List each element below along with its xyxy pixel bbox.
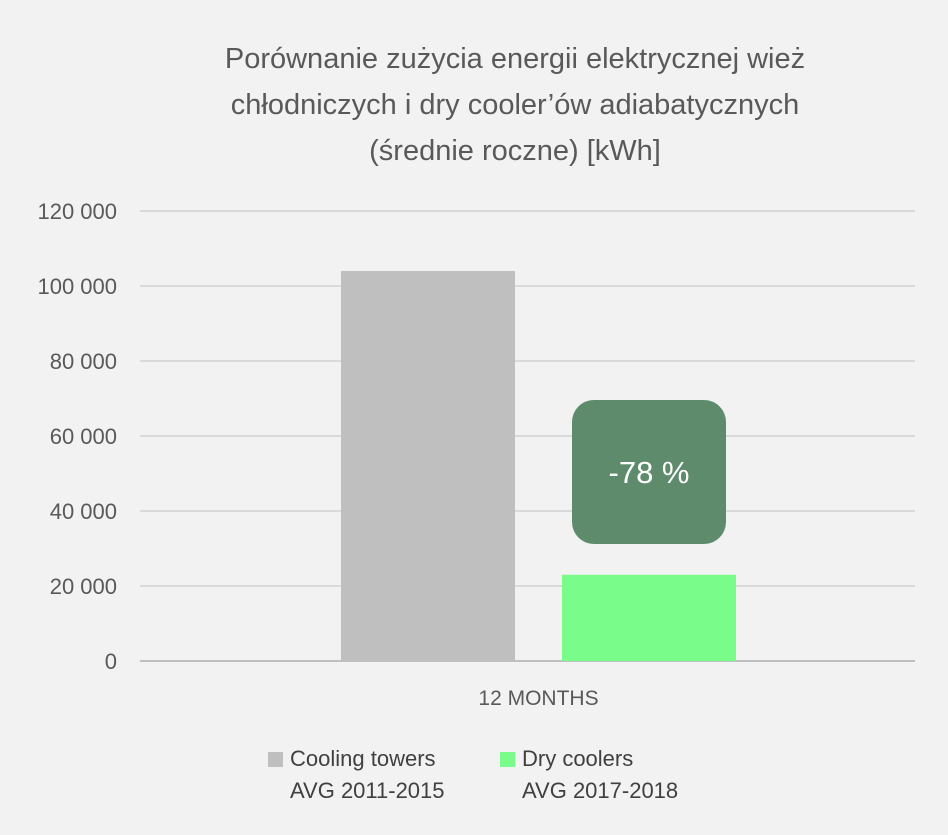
bar-cooling-towers [341, 271, 515, 661]
x-category-label: 12 MONTHS [478, 687, 598, 710]
y-tick-label: 80 000 [50, 349, 117, 374]
y-tick-label: 60 000 [50, 424, 117, 449]
annotation-label: -78 % [609, 455, 690, 490]
y-tick-label: 0 [105, 649, 117, 674]
annotation-box [572, 400, 726, 544]
legend-label-dry-coolers: Dry coolers [522, 746, 634, 771]
chart-title: Porównanie zużycia energii elektrycznej … [130, 36, 900, 174]
legend-swatch-cooling-towers [268, 752, 283, 767]
y-tick-label: 100 000 [37, 274, 117, 299]
legend-swatch-dry-coolers [500, 752, 515, 767]
legend-label-cooling-towers: Cooling towers [290, 746, 436, 771]
bar-dry-coolers [562, 574, 736, 661]
chart-title-line-2: chłodniczych i dry cooler’ów adiabatyczn… [230, 89, 800, 121]
y-tick-label: 120 000 [37, 199, 117, 224]
chart-title-line-3: (średnie roczne) [kWh] [369, 135, 661, 167]
y-tick-label: 40 000 [50, 499, 117, 524]
legend-subtitle-cooling-towers: AVG 2011-2015 [290, 778, 445, 803]
legend-subtitle-dry-coolers: AVG 2017-2018 [522, 778, 679, 803]
y-tick-label: 20 000 [50, 574, 117, 599]
chart-title-line-1: Porównanie zużycia energii elektrycznej … [224, 43, 806, 75]
